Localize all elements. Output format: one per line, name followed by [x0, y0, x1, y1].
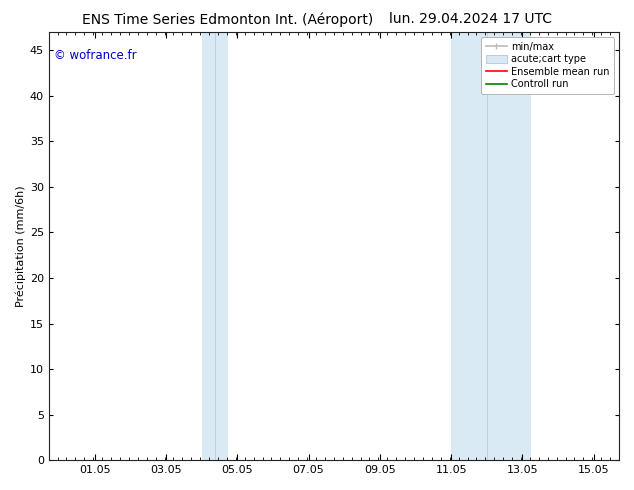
Bar — [451, 32, 531, 460]
Legend: min/max, acute;cart type, Ensemble mean run, Controll run: min/max, acute;cart type, Ensemble mean … — [481, 37, 614, 94]
Text: lun. 29.04.2024 17 UTC: lun. 29.04.2024 17 UTC — [389, 12, 552, 26]
Text: © wofrance.fr: © wofrance.fr — [55, 49, 137, 62]
Text: ENS Time Series Edmonton Int. (Aéroport): ENS Time Series Edmonton Int. (Aéroport) — [82, 12, 373, 27]
Bar — [202, 32, 228, 460]
Y-axis label: Précipitation (mm/6h): Précipitation (mm/6h) — [15, 185, 25, 307]
